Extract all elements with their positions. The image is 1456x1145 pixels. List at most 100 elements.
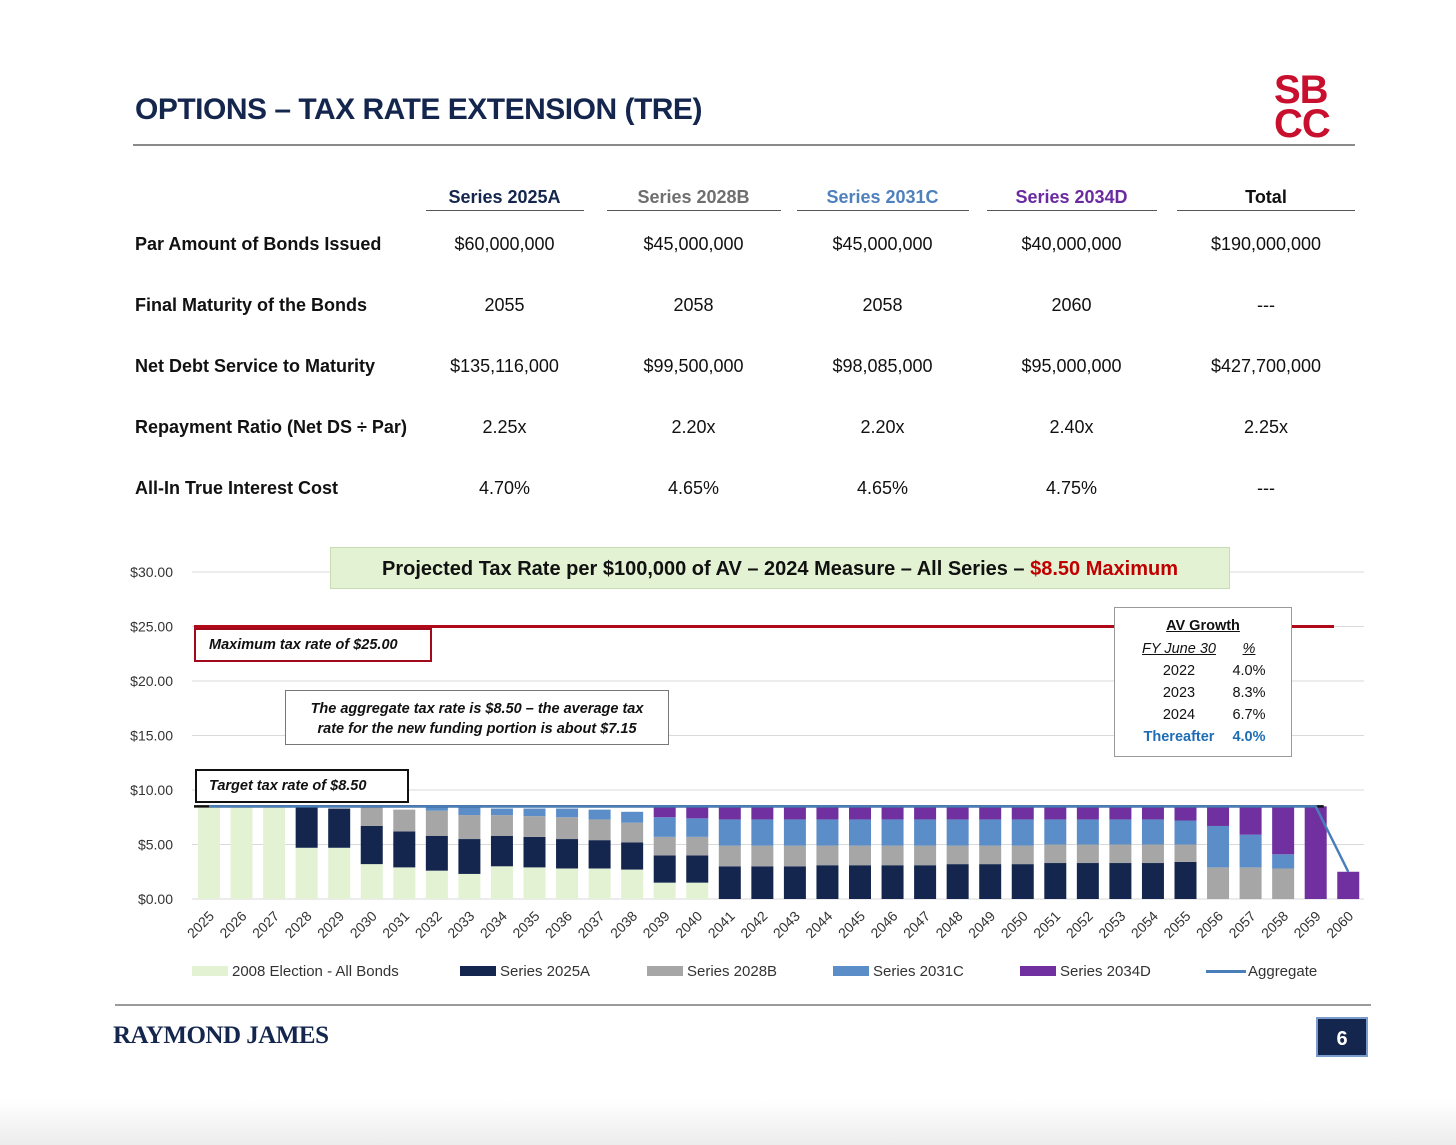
bar-segment: [523, 816, 546, 837]
legend-item-2008-election: 2008 Election - All Bonds: [192, 960, 399, 982]
bar-segment: [1239, 834, 1262, 868]
aggregate-annotation-line-1: The aggregate tax rate is $8.50 – the av…: [310, 701, 644, 717]
bar-segment: [556, 817, 579, 840]
legend-swatch: [1020, 966, 1056, 976]
chart-title: Projected Tax Rate per $100,000 of AV – …: [330, 547, 1230, 589]
bar-segment: [653, 882, 676, 899]
bar-segment: [490, 866, 513, 899]
bar-segment: [1174, 820, 1197, 845]
page-number: 6: [1316, 1017, 1368, 1057]
bar-segment: [849, 865, 871, 899]
bar-segment: [295, 806, 318, 848]
bar-segment: [1109, 806, 1132, 820]
bar-segment: [816, 845, 839, 866]
bar-segment: [849, 845, 871, 866]
title-divider: [133, 144, 1355, 146]
bar-segment: [295, 847, 318, 899]
bar-segment: [1109, 863, 1132, 899]
table-cell: 4.70%: [478, 478, 531, 498]
x-tick-label: 2059: [1290, 908, 1323, 941]
bar-segment: [849, 819, 871, 846]
bar-segment: [653, 836, 676, 856]
y-tick-label: $0.00: [138, 891, 173, 907]
x-tick-label: 2044: [802, 908, 835, 941]
table-cell: $40,000,000: [1021, 234, 1122, 254]
bar-segment: [328, 808, 351, 848]
x-tick-label: 2031: [379, 908, 412, 941]
bar-segment: [1044, 863, 1067, 899]
bar-segment: [1272, 868, 1295, 899]
bar-segment: [979, 819, 1002, 846]
av-thereafter-label: Thereafter: [1143, 729, 1215, 745]
bar-segment: [523, 836, 546, 868]
bar-segment: [523, 867, 546, 899]
av-pct: 4.0%: [1232, 663, 1266, 679]
raymond-james-logo: RAYMOND JAMES: [113, 1022, 329, 1049]
legend-label: Aggregate: [1248, 962, 1318, 980]
bar-segment: [914, 865, 937, 899]
av-growth-table: FY June 30 % 2022 4.0% 2023 8.3% 2024 6.…: [1127, 638, 1267, 748]
bar-segment: [816, 819, 839, 846]
bond-summary-table: Series 2025A Series 2028B Series 2031C S…: [125, 180, 1366, 519]
table-cell: 2.20x: [671, 417, 716, 437]
x-tick-label: 2046: [867, 908, 900, 941]
bar-segment: [425, 835, 448, 871]
bar-segment: [490, 815, 513, 836]
x-tick-label: 2034: [477, 908, 510, 941]
table-row: Par Amount of Bonds Issued $60,000,000 $…: [125, 214, 1366, 275]
bar-segment: [914, 806, 937, 820]
y-tick-label: $10.00: [130, 782, 173, 798]
bar-segment: [914, 819, 937, 846]
y-tick-label: $20.00: [130, 673, 173, 689]
bar-segment: [621, 842, 644, 870]
bar-segment: [881, 865, 904, 899]
chart-title-main: Projected Tax Rate per $100,000 of AV – …: [382, 558, 1025, 580]
table-row: Final Maturity of the Bonds 2055 2058 20…: [125, 275, 1366, 336]
legend-item-series-2028b: Series 2028B: [647, 960, 777, 982]
bar-segment: [1109, 819, 1132, 845]
av-thereafter-pct: 4.0%: [1232, 729, 1266, 745]
av-col-header-pct: %: [1242, 641, 1256, 657]
av-col-header-year: FY June 30: [1142, 641, 1216, 657]
y-tick-label: $5.00: [138, 837, 173, 853]
table-row: Net Debt Service to Maturity $135,116,00…: [125, 336, 1366, 397]
bar-segment: [1011, 819, 1034, 846]
bar-segment: [328, 847, 351, 899]
bar-segment: [263, 806, 286, 899]
logo-line-1: SB: [1274, 68, 1329, 112]
bar-segment: [1076, 806, 1099, 820]
bar-segment: [1272, 854, 1295, 869]
av-year: 2023: [1162, 685, 1196, 701]
bar-segment: [198, 806, 220, 899]
y-tick-label: $30.00: [130, 564, 173, 580]
bar-segment: [718, 845, 741, 867]
legend-swatch: [192, 966, 228, 976]
chart-title-highlight: $8.50 Maximum: [1030, 558, 1178, 580]
bar-segment: [686, 818, 709, 837]
x-tick-label: 2045: [835, 908, 868, 941]
bar-segment: [1076, 819, 1099, 845]
bar-segment: [621, 811, 644, 823]
bar-segment: [751, 866, 774, 899]
bar-segment: [816, 806, 839, 820]
av-year: 2024: [1162, 707, 1196, 723]
bar-segment: [979, 806, 1002, 820]
x-tick-label: 2040: [672, 908, 705, 941]
bar-segment: [588, 840, 611, 869]
legend-line-swatch: [1206, 969, 1246, 973]
table-cell: $99,500,000: [643, 356, 744, 376]
table-cell: $190,000,000: [1210, 234, 1322, 254]
bar-segment: [1044, 806, 1067, 820]
bar-segment: [783, 819, 806, 846]
x-tick-label: 2051: [1030, 908, 1063, 941]
bar-segment: [783, 866, 806, 899]
bar-segment: [1076, 844, 1099, 864]
x-tick-label: 2035: [509, 908, 542, 941]
table-cell: $135,116,000: [450, 356, 559, 376]
x-tick-label: 2036: [542, 908, 575, 941]
table-cell: $427,700,000: [1210, 356, 1322, 376]
av-growth-row: 2024 6.7%: [1127, 704, 1267, 726]
chart-bars: [198, 806, 1360, 899]
legend-label: 2008 Election - All Bonds: [232, 962, 399, 980]
bar-segment: [1076, 863, 1099, 899]
